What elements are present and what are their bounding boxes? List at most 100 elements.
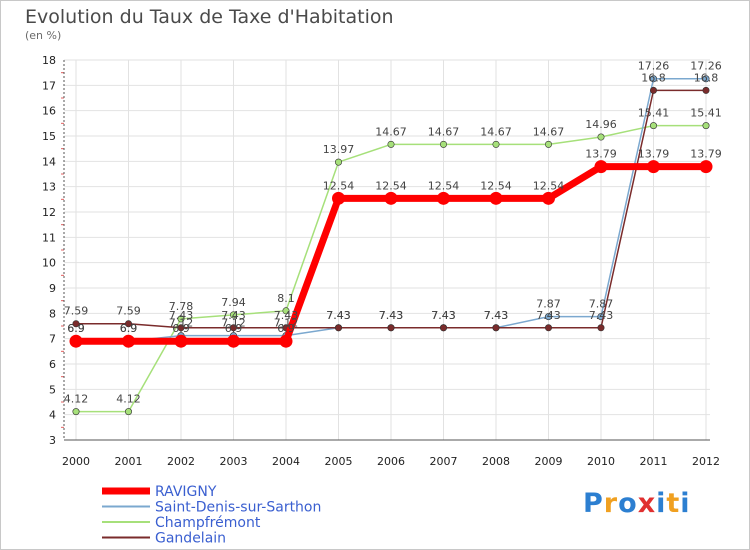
legend-label: Saint-Denis-sur-Sarthon [155, 500, 321, 516]
data-label: 17.26 [690, 60, 722, 73]
data-point [544, 324, 552, 332]
data-point [439, 140, 447, 148]
data-label: 7.78 [169, 300, 194, 313]
data-point [492, 140, 500, 148]
data-label: 4.12 [116, 393, 141, 406]
x-tick-label: 2006 [377, 455, 405, 468]
data-point [699, 160, 713, 174]
data-label: 7.12 [274, 317, 299, 330]
data-point [177, 324, 185, 332]
y-tick-label: 6 [49, 358, 56, 371]
data-label: 16.8 [694, 71, 719, 84]
grid-layer [64, 59, 710, 441]
logo-letter: x [637, 488, 657, 519]
series-layer [69, 75, 713, 416]
data-label: 7.43 [484, 309, 509, 322]
data-label: 14.67 [480, 125, 512, 138]
logo-letter: o [618, 488, 638, 519]
y-tick-label: 15 [42, 130, 56, 143]
data-point [649, 86, 657, 94]
data-label: 7.43 [169, 309, 194, 322]
y-tick-label: 4 [49, 409, 56, 422]
data-label: 6.9 [172, 322, 190, 335]
x-tick-label: 2011 [640, 455, 668, 468]
data-point [597, 133, 605, 141]
data-point [702, 122, 710, 130]
data-label: 6.9 [120, 322, 138, 335]
data-label: 7.43 [431, 309, 456, 322]
data-label: 7.43 [274, 309, 299, 322]
data-point [649, 75, 657, 83]
x-tick-label: 2004 [272, 455, 300, 468]
y-tick-label: 12 [42, 206, 56, 219]
data-point [332, 191, 345, 205]
x-tick-label: 2003 [220, 455, 248, 468]
data-point [279, 334, 293, 348]
logo-letter: t [666, 488, 681, 519]
data-point [702, 86, 710, 94]
data-point [597, 324, 605, 332]
data-label: 12.54 [480, 179, 512, 192]
data-label: 17.26 [638, 60, 670, 73]
y-tick-label: 16 [42, 105, 56, 118]
y-tick-label: 9 [49, 282, 56, 295]
data-label: 7.59 [116, 305, 141, 318]
y-tick-label: 17 [42, 79, 56, 92]
y-tick-label: 8 [49, 307, 56, 320]
data-label: 14.96 [585, 118, 617, 131]
data-label: 12.54 [323, 179, 355, 192]
data-label: 7.43 [326, 309, 351, 322]
data-label: 7.12 [221, 317, 246, 330]
x-tick-label: 2001 [115, 455, 143, 468]
y-tick-label: 18 [42, 54, 56, 67]
data-label: 7.43 [484, 309, 509, 322]
data-point [439, 324, 447, 332]
data-label: 13.79 [690, 148, 722, 161]
data-point [72, 320, 80, 328]
data-label-layer: 6.9 6.9 6.9 6.9 6.9 12.54 12.54 12.54 12.54 12.54… [64, 60, 722, 406]
data-point [334, 324, 342, 332]
data-point [230, 311, 238, 319]
data-label: 7.43 [326, 309, 351, 322]
logo-letter: r [603, 488, 619, 519]
data-label: 7.87 [536, 298, 561, 311]
data-label: 6.9 [120, 322, 138, 335]
data-label: 6.9 [225, 322, 243, 335]
data-label: 6.9 [67, 322, 85, 335]
data-label: 7.43 [379, 309, 404, 322]
data-label: 7.87 [589, 298, 614, 311]
legend-label: Champfrémont [155, 515, 261, 531]
data-label: 7.43 [536, 309, 561, 322]
data-point [544, 313, 552, 321]
data-label: 12.54 [375, 179, 407, 192]
data-label: 7.43 [589, 309, 614, 322]
legend-label: Gandelain [155, 531, 226, 547]
data-label: 7.43 [221, 309, 246, 322]
chart-title: Evolution du Taux de Taxe d'Habitation [25, 6, 394, 28]
logo-letter: i [680, 488, 691, 519]
x-tick-label: 2012 [692, 455, 720, 468]
data-label: 6.9 [67, 322, 85, 335]
legend: RAVIGNYSaint-Denis-sur-SarthonChampfrémo… [102, 484, 321, 547]
data-point [384, 191, 398, 205]
data-label: 7.43 [431, 309, 456, 322]
x-tick-label: 2009 [535, 455, 563, 468]
y-tick-label: 3 [49, 434, 56, 447]
data-point [649, 122, 657, 130]
data-point [174, 334, 188, 348]
data-point [594, 160, 608, 174]
y-tick-label: 7 [49, 333, 56, 346]
y-tick-label: 13 [42, 181, 56, 194]
x-tick-label: 2008 [482, 455, 510, 468]
chart-subtitle: (en %) [25, 29, 62, 42]
data-label: 13.79 [638, 148, 670, 161]
data-label: 4.12 [64, 393, 89, 406]
axis-layer: 3 4 5 6 7 8 9 10 11 12 13 14 15 16 17 18 2000 2001 2002 200… [42, 54, 720, 468]
logo-letter: i [656, 488, 667, 519]
x-tick-label: 2000 [62, 455, 90, 468]
data-point [489, 191, 503, 205]
data-label: 14.67 [533, 125, 565, 138]
data-label: 8.1 [277, 292, 295, 305]
data-label: 12.54 [428, 179, 460, 192]
